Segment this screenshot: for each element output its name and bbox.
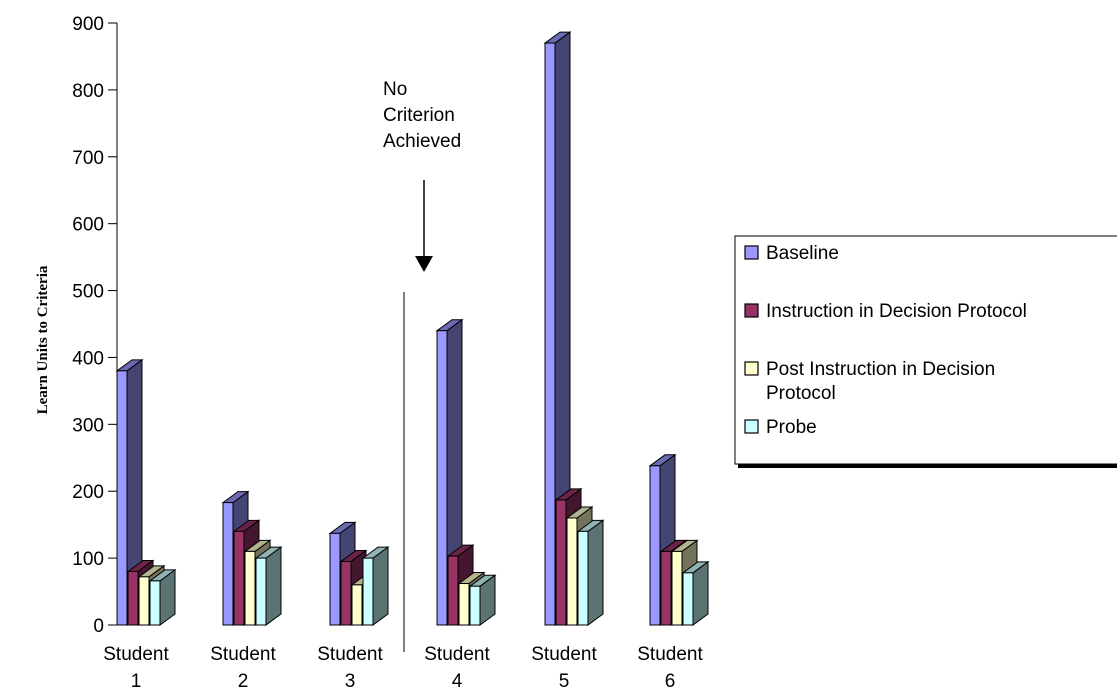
y-tick-label: 200 bbox=[72, 482, 104, 503]
legend-entry: Post Instruction in Decision bbox=[766, 359, 995, 380]
category-label: Student bbox=[210, 644, 276, 665]
legend-swatch bbox=[744, 361, 759, 376]
category-label: Student bbox=[317, 644, 383, 665]
y-tick-label: 500 bbox=[72, 282, 104, 303]
annotation-arrow-head bbox=[415, 256, 433, 272]
bar-side bbox=[587, 519, 604, 626]
bar-side bbox=[372, 546, 389, 626]
bar-front bbox=[329, 532, 341, 626]
category-label: 4 bbox=[452, 671, 463, 687]
y-tick-label: 100 bbox=[72, 549, 104, 570]
bar-front bbox=[649, 465, 661, 626]
bar-front bbox=[222, 502, 234, 626]
y-tick-label: 700 bbox=[72, 148, 104, 169]
y-axis-label: Learn Units to Criteria bbox=[35, 265, 51, 414]
category-labels: Student 1 Student 2 Student 3 Student 4 Student 5… bbox=[103, 644, 703, 687]
category-label: Student bbox=[103, 644, 169, 665]
bar-front bbox=[577, 530, 589, 626]
bar-front bbox=[682, 572, 694, 626]
category-label: Student bbox=[531, 644, 597, 665]
category-label: 1 bbox=[131, 671, 142, 687]
legend-entry: Probe bbox=[766, 417, 817, 438]
bar bbox=[468, 574, 497, 626]
bar-front bbox=[340, 560, 352, 626]
annotation-line-1: No bbox=[383, 79, 407, 100]
category-label: 5 bbox=[559, 671, 570, 687]
bars bbox=[115, 31, 710, 626]
y-tick-label: 900 bbox=[72, 14, 104, 35]
bar-front bbox=[469, 585, 481, 626]
bar-front bbox=[671, 550, 683, 626]
bar bbox=[254, 546, 283, 626]
y-tick-label: 0 bbox=[93, 616, 104, 637]
bar-front bbox=[244, 550, 256, 626]
bar-front bbox=[566, 517, 578, 626]
category-label: Student bbox=[424, 644, 490, 665]
bar-front bbox=[255, 557, 267, 626]
bar-front bbox=[233, 530, 245, 626]
bar-front bbox=[116, 370, 128, 626]
legend-entry: Protocol bbox=[766, 383, 836, 404]
bar bbox=[361, 546, 390, 626]
bar-front bbox=[660, 550, 672, 626]
bar bbox=[576, 519, 605, 626]
bar-side bbox=[265, 546, 282, 626]
bar bbox=[681, 560, 710, 626]
y-tick-label: 300 bbox=[72, 415, 104, 436]
y-tick-label: 800 bbox=[72, 81, 104, 102]
bar bbox=[148, 568, 177, 626]
y-tick-label: 400 bbox=[72, 348, 104, 369]
legend: Baseline Instruction in Decision Protocol… bbox=[734, 235, 1117, 468]
legend-swatch bbox=[744, 419, 759, 434]
bar-front bbox=[149, 580, 161, 626]
bar-front bbox=[362, 557, 374, 626]
legend-entry: Baseline bbox=[766, 243, 839, 264]
legend-swatch bbox=[744, 245, 759, 260]
legend-box bbox=[734, 235, 1117, 465]
bar-front bbox=[127, 570, 139, 626]
category-label: 2 bbox=[238, 671, 249, 687]
bar-front bbox=[351, 584, 363, 626]
bar-front bbox=[447, 555, 459, 626]
legend-entry: Instruction in Decision Protocol bbox=[766, 301, 1027, 322]
bar-front bbox=[436, 330, 448, 626]
bar-front bbox=[555, 499, 567, 626]
legend-swatch bbox=[744, 303, 759, 318]
category-label: 3 bbox=[345, 671, 356, 687]
category-label: 6 bbox=[665, 671, 676, 687]
bar-front bbox=[458, 583, 470, 626]
y-tick-label: 600 bbox=[72, 215, 104, 236]
y-axis: 0 100 200 300 400 500 600 700 800 900 bbox=[72, 14, 118, 637]
annotation: No Criterion Achieved bbox=[383, 79, 461, 272]
bar-front bbox=[544, 42, 556, 626]
annotation-line-3: Achieved bbox=[383, 131, 461, 152]
bar-front bbox=[138, 576, 150, 626]
annotation-line-2: Criterion bbox=[383, 105, 455, 126]
category-label: Student bbox=[637, 644, 703, 665]
bar bbox=[115, 358, 144, 626]
